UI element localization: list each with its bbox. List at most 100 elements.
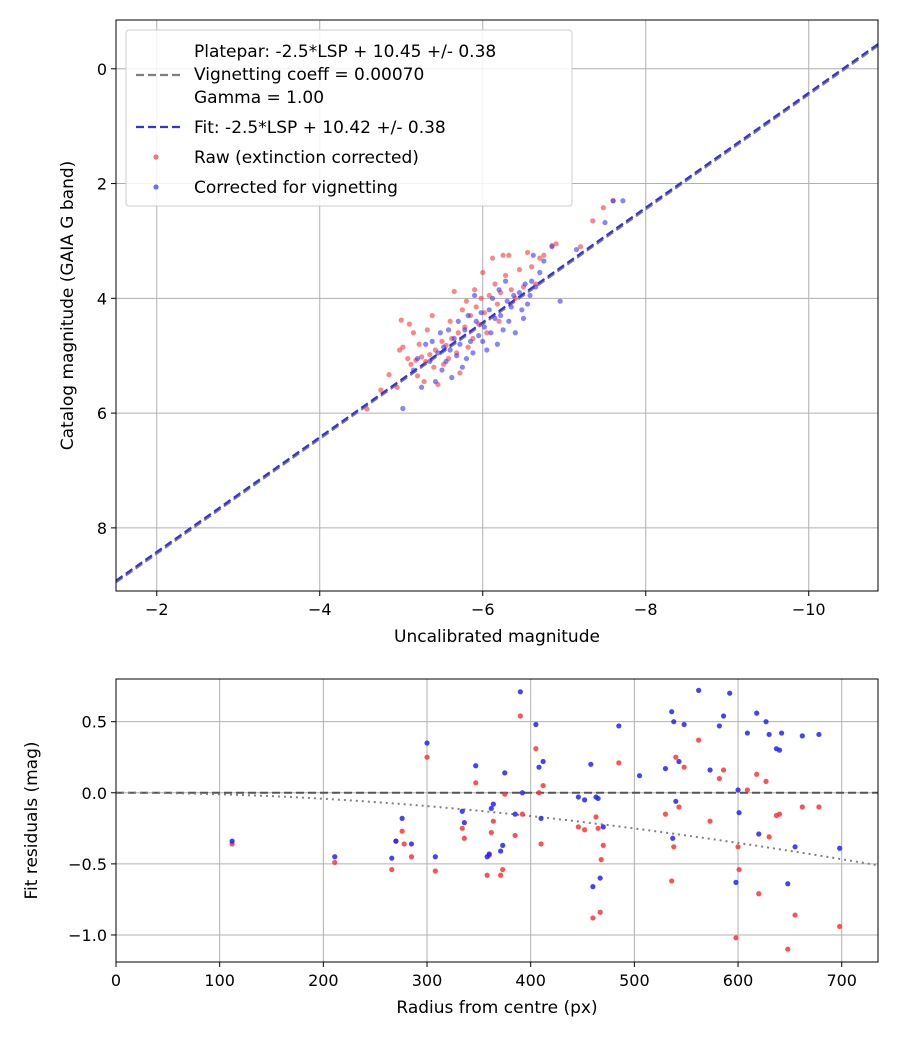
data-point (484, 330, 490, 336)
data-point (405, 355, 411, 362)
data-point (421, 378, 427, 385)
data-point (519, 811, 526, 817)
legend-box (125, 29, 573, 207)
data-point (488, 805, 494, 812)
y-tick-label: −1.0 (68, 926, 107, 945)
data-point (720, 713, 727, 719)
top-scatter-points (364, 198, 626, 412)
data-point (733, 935, 739, 941)
data-point (490, 818, 496, 824)
data-point (533, 284, 539, 290)
data-point (424, 754, 430, 760)
data-point (473, 318, 479, 324)
data-point (756, 831, 762, 837)
data-point (461, 835, 467, 841)
data-point (480, 338, 486, 344)
data-point (471, 292, 478, 299)
data-point (471, 287, 478, 293)
data-point (489, 255, 496, 261)
data-point (401, 841, 407, 847)
data-point (465, 344, 471, 350)
data-point (492, 315, 498, 322)
data-point (799, 733, 805, 739)
data-point (408, 361, 414, 367)
data-point (441, 344, 447, 350)
data-point (776, 747, 783, 753)
data-point (427, 358, 433, 365)
top-plot-frame (115, 19, 879, 592)
data-point (386, 372, 392, 378)
data-point (681, 721, 687, 728)
data-point (524, 301, 531, 307)
data-point (416, 341, 422, 347)
data-point (517, 689, 523, 695)
data-point (673, 754, 679, 760)
data-point (735, 787, 741, 793)
data-point (616, 723, 622, 729)
data-point (449, 374, 455, 381)
data-point (400, 344, 406, 350)
data-point (500, 842, 506, 848)
data-point (419, 384, 425, 390)
y-tick-label: −0.5 (68, 855, 107, 874)
data-point (537, 269, 543, 276)
data-point (435, 350, 441, 356)
data-point (727, 690, 733, 696)
data-point (527, 292, 533, 299)
data-point (410, 367, 417, 373)
data-point (763, 778, 769, 784)
data-point (457, 370, 463, 376)
data-point (785, 946, 791, 952)
data-point (538, 815, 544, 821)
data-point (427, 351, 433, 358)
data-point (600, 842, 606, 848)
data-point (486, 307, 492, 313)
data-point (504, 298, 510, 304)
data-point (393, 838, 399, 844)
data-point (816, 731, 822, 738)
data-point (533, 746, 539, 752)
data-point (490, 801, 496, 807)
data-point (463, 298, 470, 304)
data-point (332, 859, 338, 866)
data-point (406, 321, 412, 327)
y-tick-label: 2 (97, 175, 107, 194)
x-tick-label: −6 (471, 600, 495, 619)
vignetting-curve (116, 791, 878, 867)
data-point (447, 347, 453, 353)
data-point (636, 773, 643, 779)
data-point (530, 252, 536, 258)
data-point (478, 310, 484, 316)
x-tick-label: −8 (634, 600, 658, 619)
data-point (500, 252, 506, 258)
data-point (498, 312, 504, 319)
data-point (480, 269, 486, 276)
data-point (600, 205, 606, 211)
data-point (616, 760, 622, 766)
data-point (520, 315, 527, 322)
data-point (484, 872, 490, 878)
data-point (481, 324, 487, 330)
x-tick-label: −4 (308, 600, 332, 619)
data-point (736, 866, 742, 873)
y-tick-label: 0.5 (82, 713, 107, 732)
data-point (533, 721, 539, 728)
data-point (399, 828, 405, 834)
data-point (575, 794, 581, 800)
data-point (593, 814, 599, 820)
data-point (792, 844, 798, 850)
y-tick-label: 8 (97, 519, 107, 538)
legend-platepar-line-2: Vignetting coeff = 0.00070 (194, 65, 424, 85)
data-point (408, 841, 415, 847)
data-point (432, 854, 438, 860)
data-point (519, 307, 525, 313)
data-point (451, 288, 457, 295)
data-point (455, 330, 461, 336)
y-tick-label: 6 (97, 404, 107, 423)
data-point (400, 405, 406, 412)
data-point (540, 758, 546, 765)
data-point (837, 923, 843, 930)
data-point (671, 719, 677, 725)
bottom-scatter-points (229, 687, 843, 952)
data-point (494, 341, 501, 347)
